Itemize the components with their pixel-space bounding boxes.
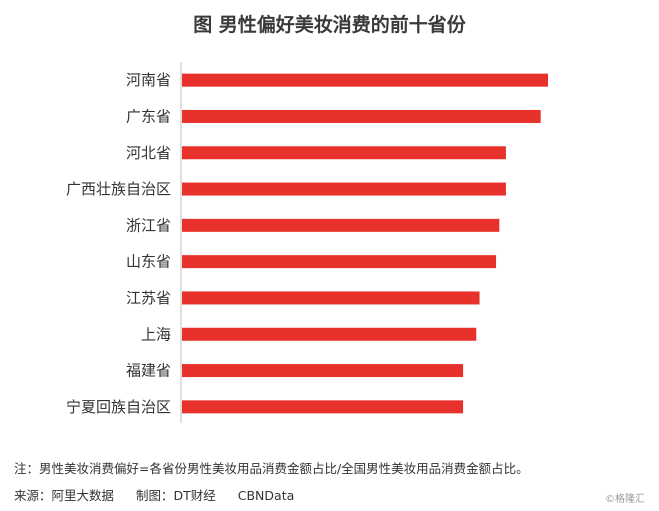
bar xyxy=(182,400,464,414)
category-label: 河南省 xyxy=(126,71,171,89)
bar xyxy=(182,327,477,341)
data-source: 来源：阿里大数据 xyxy=(14,488,115,503)
chart-title: 图 男性偏好美妆消费的前十省份 xyxy=(193,14,466,36)
bar xyxy=(182,73,548,87)
category-label: 山东省 xyxy=(126,253,171,271)
chart-maker: 制图：DT财经 xyxy=(136,488,216,503)
chart-source-line: 来源：阿里大数据 制图：DT财经 CBNData xyxy=(14,485,312,504)
category-label: 宁夏回族自治区 xyxy=(66,398,171,416)
category-label: 广西壮族自治区 xyxy=(66,180,171,198)
category-label: 浙江省 xyxy=(126,216,171,234)
category-label: 上海 xyxy=(141,325,171,343)
bar xyxy=(182,109,541,123)
brand-label: CBNData xyxy=(237,488,295,503)
bar xyxy=(182,255,497,269)
category-label: 江苏省 xyxy=(126,289,171,307)
bar xyxy=(182,182,506,196)
bar xyxy=(182,146,506,160)
category-label: 河北省 xyxy=(126,144,171,162)
bar xyxy=(182,291,480,305)
chart-footnote: 注：男性美妆消费偏好=各省份男性美妆用品消费金额占比/全国男性美妆用品消费金额占… xyxy=(14,461,529,476)
watermark: ©格隆汇 xyxy=(605,494,645,505)
category-label: 福建省 xyxy=(126,362,171,380)
category-label: 广东省 xyxy=(126,107,171,125)
bar xyxy=(182,218,500,232)
bar xyxy=(182,364,464,378)
